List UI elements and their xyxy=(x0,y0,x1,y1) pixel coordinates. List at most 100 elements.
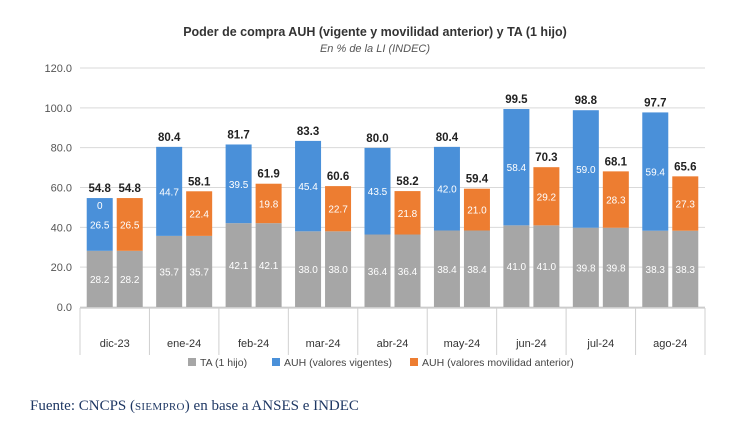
total-vigente-label: 99.5 xyxy=(505,94,528,106)
x-tick-label: ene-24 xyxy=(167,338,201,350)
vigente-label: 59.0 xyxy=(576,165,596,176)
y-tick-label: 40.0 xyxy=(51,222,72,234)
bar-vigente xyxy=(572,110,599,228)
vigente-label: 43.5 xyxy=(368,187,388,198)
ta-label: 38.0 xyxy=(328,265,348,276)
total-vigente-label: 97.7 xyxy=(644,97,666,109)
bar-anterior xyxy=(672,176,699,231)
total-anterior-label: 59.4 xyxy=(466,174,489,186)
total-vigente-label: 98.8 xyxy=(575,95,598,107)
ta-label: 38.3 xyxy=(646,265,666,276)
ta-label: 38.4 xyxy=(467,265,487,276)
y-tick-label: 120.0 xyxy=(44,63,72,75)
x-tick-label: may-24 xyxy=(444,338,481,350)
chart-title: Poder de compra AUH (vigente y movilidad… xyxy=(183,25,567,39)
source-prefix: Fuente: CNCPS ( xyxy=(30,398,136,414)
ta-label: 42.1 xyxy=(229,261,249,272)
legend-swatch xyxy=(188,358,196,366)
anterior-label: 21.0 xyxy=(467,206,487,217)
vigente-label: 39.5 xyxy=(229,180,249,191)
x-tick-label: mar-24 xyxy=(306,338,341,350)
bars xyxy=(86,109,699,307)
bar-ta-anterior xyxy=(602,227,629,307)
y-tick-label: 100.0 xyxy=(44,103,72,115)
bar-ta-anterior xyxy=(463,230,490,307)
bar-ta-anterior xyxy=(255,223,282,307)
x-tick-label: jul-24 xyxy=(586,338,614,350)
anterior-label: 27.3 xyxy=(676,200,696,211)
gridlines xyxy=(80,67,705,308)
y-tick-label: 80.0 xyxy=(51,143,72,155)
y-tick-label: 0.0 xyxy=(57,302,72,314)
vigente-label: 42.0 xyxy=(437,185,457,196)
bar-ta-anterior xyxy=(533,225,560,307)
total-anterior-label: 65.6 xyxy=(674,161,696,173)
anterior-label: 28.3 xyxy=(606,196,626,207)
total-vigente-label: 54.8 xyxy=(89,183,112,195)
bar-ta-vigente xyxy=(86,250,113,307)
bar-ta-vigente xyxy=(364,234,391,307)
legend-label: AUH (valores vigentes) xyxy=(284,357,392,369)
ta-label: 39.8 xyxy=(606,263,626,274)
ta-label: 35.7 xyxy=(189,267,209,278)
bar-ta-vigente xyxy=(295,231,322,307)
bar-ta-vigente xyxy=(503,225,530,307)
total-anterior-label: 68.1 xyxy=(605,156,628,168)
ta-label: 38.4 xyxy=(437,265,457,276)
y-axis-ticks: 0.0 20.0 40.0 60.0 80.0 100.0 120.0 xyxy=(44,63,72,314)
total-vigente-label: 80.4 xyxy=(436,132,459,144)
bar-ta-anterior xyxy=(186,235,213,307)
bar-ta-vigente xyxy=(642,230,669,307)
bar-vigente xyxy=(364,147,391,235)
data-labels: 28.2 28.2 26.5 26.5 54.8 54.8 35.7 35.7 44.7 22.4… xyxy=(89,94,697,286)
bar-anterior xyxy=(533,167,560,226)
y-tick-label: 20.0 xyxy=(51,262,72,274)
bar-vigente xyxy=(156,146,183,236)
anterior-label: 22.4 xyxy=(189,210,209,221)
ta-label: 36.4 xyxy=(368,267,388,278)
y-tick-label: 60.0 xyxy=(51,183,72,195)
chart-subtitle: En % de la LI (INDEC) xyxy=(320,43,430,55)
total-anterior-label: 58.2 xyxy=(396,176,418,188)
source-note: Fuente: CNCPS (SIEMPRO) en base a ANSES … xyxy=(30,398,359,415)
x-tick-label: jun-24 xyxy=(515,338,547,350)
anterior-label: 19.8 xyxy=(259,199,279,210)
bar-anterior xyxy=(394,191,421,235)
total-vigente-label: 81.7 xyxy=(227,129,249,141)
source-suffix: ) en base a ANSES e INDEC xyxy=(184,398,359,414)
stacked-bar-chart: Poder de compra AUH (vigente y movilidad… xyxy=(44,25,706,369)
ta-label: 35.7 xyxy=(159,267,179,278)
legend: TA (1 hijo) AUH (valores vigentes) AUH (va… xyxy=(188,357,574,369)
bar-anterior xyxy=(116,198,143,251)
bar-ta-anterior xyxy=(325,231,352,307)
bar-ta-vigente xyxy=(225,223,252,307)
bar-ta-anterior xyxy=(116,250,143,307)
total-vigente-label: 80.4 xyxy=(158,132,181,144)
legend-swatch xyxy=(272,358,280,366)
bar-ta-anterior xyxy=(672,230,699,307)
anterior-label: 21.8 xyxy=(398,209,418,220)
ta-label: 36.4 xyxy=(398,267,418,278)
x-tick-label: feb-24 xyxy=(238,338,269,350)
x-tick-label: abr-24 xyxy=(377,338,409,350)
total-anterior-label: 54.8 xyxy=(119,183,142,195)
total-vigente-label: 80.0 xyxy=(366,133,388,145)
annotation-zero: 0 xyxy=(97,201,103,212)
bar-vigente xyxy=(225,144,252,224)
bar-anterior xyxy=(463,188,490,231)
ta-label: 28.2 xyxy=(90,275,110,286)
total-anterior-label: 70.3 xyxy=(535,152,557,164)
vigente-label: 58.4 xyxy=(507,163,527,174)
ta-label: 41.0 xyxy=(507,262,527,273)
vigente-label: 59.4 xyxy=(646,168,666,179)
x-tick-label: dic-23 xyxy=(100,338,130,350)
bar-anterior xyxy=(602,171,629,228)
bar-vigente xyxy=(86,198,113,251)
bar-ta-vigente xyxy=(433,230,460,307)
bar-ta-vigente xyxy=(156,235,183,307)
source-org: SIEMPRO xyxy=(135,401,185,413)
x-axis: dic-23 ene-24 feb-24 mar-24 abr-24 may-24 jun-… xyxy=(79,307,706,355)
total-anterior-label: 61.9 xyxy=(257,169,279,181)
bar-vigente xyxy=(642,112,669,231)
bar-vigente xyxy=(295,140,322,232)
